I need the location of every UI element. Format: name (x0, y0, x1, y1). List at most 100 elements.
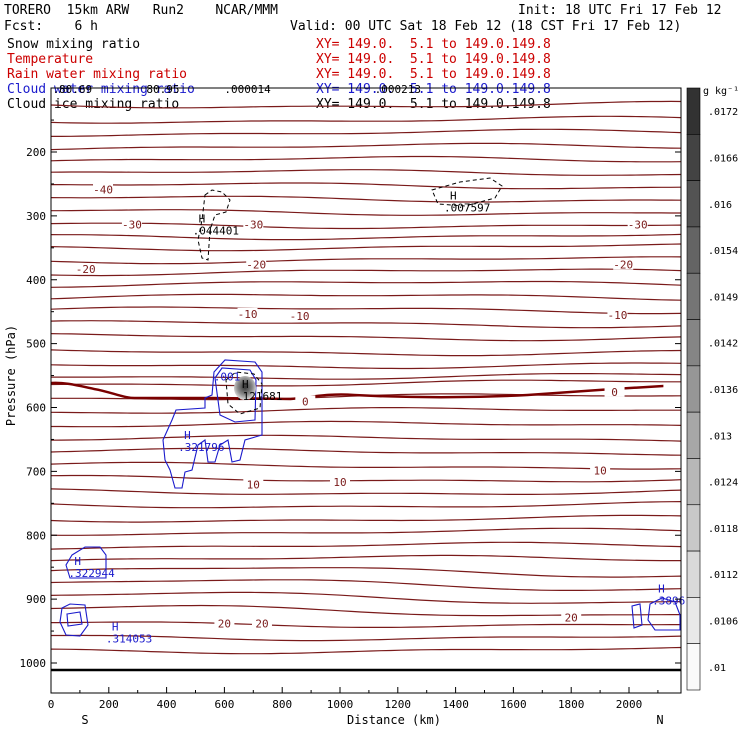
maximum-value: .314053 (106, 633, 152, 646)
temperature-isotherm (50, 407, 681, 414)
temperature-isotherm (50, 488, 682, 495)
maximum-value: .321796 (178, 441, 224, 454)
contour-label-bg (607, 309, 628, 321)
colorbar-swatch (686, 597, 701, 644)
init-time: Init: 18 UTC Fri 17 Feb 12 (518, 3, 722, 18)
valid-time: Valid: 00 UTC Sat 18 Feb 12 (18 CST Fri … (290, 19, 682, 34)
cloud-water-value: .001 (214, 371, 241, 384)
contour-label-bg (93, 183, 114, 195)
temperature-isotherm (50, 268, 682, 277)
temperature-isotherm (50, 320, 682, 329)
temperature-isotherm (50, 567, 682, 578)
temperature-isotherm (51, 634, 682, 642)
model-title: TORERO 15km ARW Run2 NCAR/MMM (4, 3, 278, 18)
field-rain: Rain water mixing ratio (7, 67, 188, 82)
y-tick-label: 1000 (20, 657, 47, 670)
temperature-isotherm (51, 209, 681, 216)
mixing-ratio-contours (59, 177, 681, 637)
colorbar-swatch (686, 504, 701, 552)
maximum-h-mark: H (184, 429, 191, 442)
rain-water-core (234, 376, 256, 400)
contour-label-bg (243, 478, 264, 490)
temperature-isotherm (50, 233, 682, 241)
south-label: S (81, 713, 88, 727)
temperature-isotherm (50, 541, 682, 550)
north-label: N (656, 713, 663, 727)
temperature-isotherm (50, 306, 682, 315)
cloud-ice-contour (197, 189, 231, 261)
temperature-isotherm (50, 142, 682, 151)
temperature-isotherm (50, 169, 682, 176)
temperature-label: -30 (243, 218, 263, 231)
colorbar-swatch (686, 87, 701, 135)
colorbar-label: .016 (708, 200, 732, 211)
cloud-water-contour (59, 603, 89, 637)
maximum-h-mark: H (74, 555, 81, 568)
cloud-ice-contour (431, 177, 503, 207)
temperature-isotherm (50, 527, 682, 536)
maximum-h-mark: H (199, 212, 206, 225)
temperature-label: 0 (302, 395, 309, 408)
colorbar-swatch (686, 134, 701, 181)
temperature-label: -10 (238, 308, 258, 321)
temperature-isotherm (50, 579, 682, 591)
field-temperature-xy: XY= 149.0. 5.1 to 149.0.149.8 (316, 52, 551, 67)
contour-label-bg (613, 258, 634, 270)
temperature-label: -10 (608, 309, 628, 322)
x-tick-label: 1600 (500, 698, 527, 711)
temperature-isotherm (51, 420, 682, 428)
maximum-h-mark: H (658, 582, 665, 595)
contour-label-bg (75, 263, 96, 275)
temperature-isotherm (50, 501, 682, 509)
temperature-label: 20 (565, 611, 578, 624)
temperature-label: -30 (628, 218, 648, 231)
colorbar-swatch (686, 458, 701, 506)
maximum-h-mark: H (112, 621, 119, 634)
cloud-water-contour (65, 546, 107, 579)
x-tick-label: 800 (272, 698, 292, 711)
maximum-value: .044401 (193, 224, 239, 237)
temperature-isotherm (51, 621, 681, 628)
temperature-isotherm (50, 256, 682, 265)
colorbar-swatch (686, 550, 701, 598)
maximum-h-mark: H (450, 189, 457, 202)
maximum-value: .121681 (236, 390, 282, 403)
x-tick-label: 200 (99, 698, 119, 711)
temperature-isotherm (50, 434, 682, 442)
colorbar-label: .0166 (708, 153, 738, 164)
temperature-isotherm (50, 333, 682, 342)
field-cloud-water: Cloud water mixing ratio (7, 82, 195, 97)
x-axis-title: Distance (km) (347, 713, 441, 727)
colorbar-label: .01 (708, 663, 726, 674)
field-cloud-ice-xy: XY= 149.0. 5.1 to 149.0.149.8 (316, 97, 551, 112)
y-tick-label: 600 (26, 402, 46, 415)
top-contour-value: .80.69 (52, 83, 92, 96)
temperature-isotherm (50, 280, 682, 288)
x-tick-label: 1800 (558, 698, 585, 711)
field-temperature: Temperature (7, 52, 94, 67)
temperature-isotherm (51, 182, 682, 190)
temperature-label: -20 (613, 259, 633, 272)
contour-label-bg (295, 395, 316, 407)
colorbar-label: .0112 (708, 570, 738, 581)
temperature-isotherm (50, 447, 682, 456)
temperature-isotherm (50, 349, 682, 357)
contour-label-bg (214, 617, 235, 629)
temperature-isotherm (50, 514, 682, 523)
x-tick-label: 1000 (327, 698, 354, 711)
maximum-value: .3896 (652, 594, 685, 607)
temperature-label: -30 (122, 218, 142, 231)
colorbar-label: .0136 (708, 385, 738, 396)
colorbar-label: .0142 (708, 339, 738, 350)
colorbar-swatch (686, 643, 701, 691)
temperature-label: 20 (218, 618, 231, 631)
temperature-isotherm (50, 222, 682, 230)
contour-label-bg (561, 611, 582, 623)
contour-labels: -40 -30 -30 -30 -20 -20 -20 -10 -10 -10 0 0 10 10 10 20… (52, 83, 685, 645)
temperature-isotherm (50, 604, 681, 617)
temperature-isotherm (50, 591, 682, 604)
cloud-water-contour (214, 367, 257, 423)
temperature-label: -20 (246, 259, 266, 272)
top-contour-value: 80.95 (146, 83, 179, 96)
cloud-water-contour (631, 597, 681, 631)
